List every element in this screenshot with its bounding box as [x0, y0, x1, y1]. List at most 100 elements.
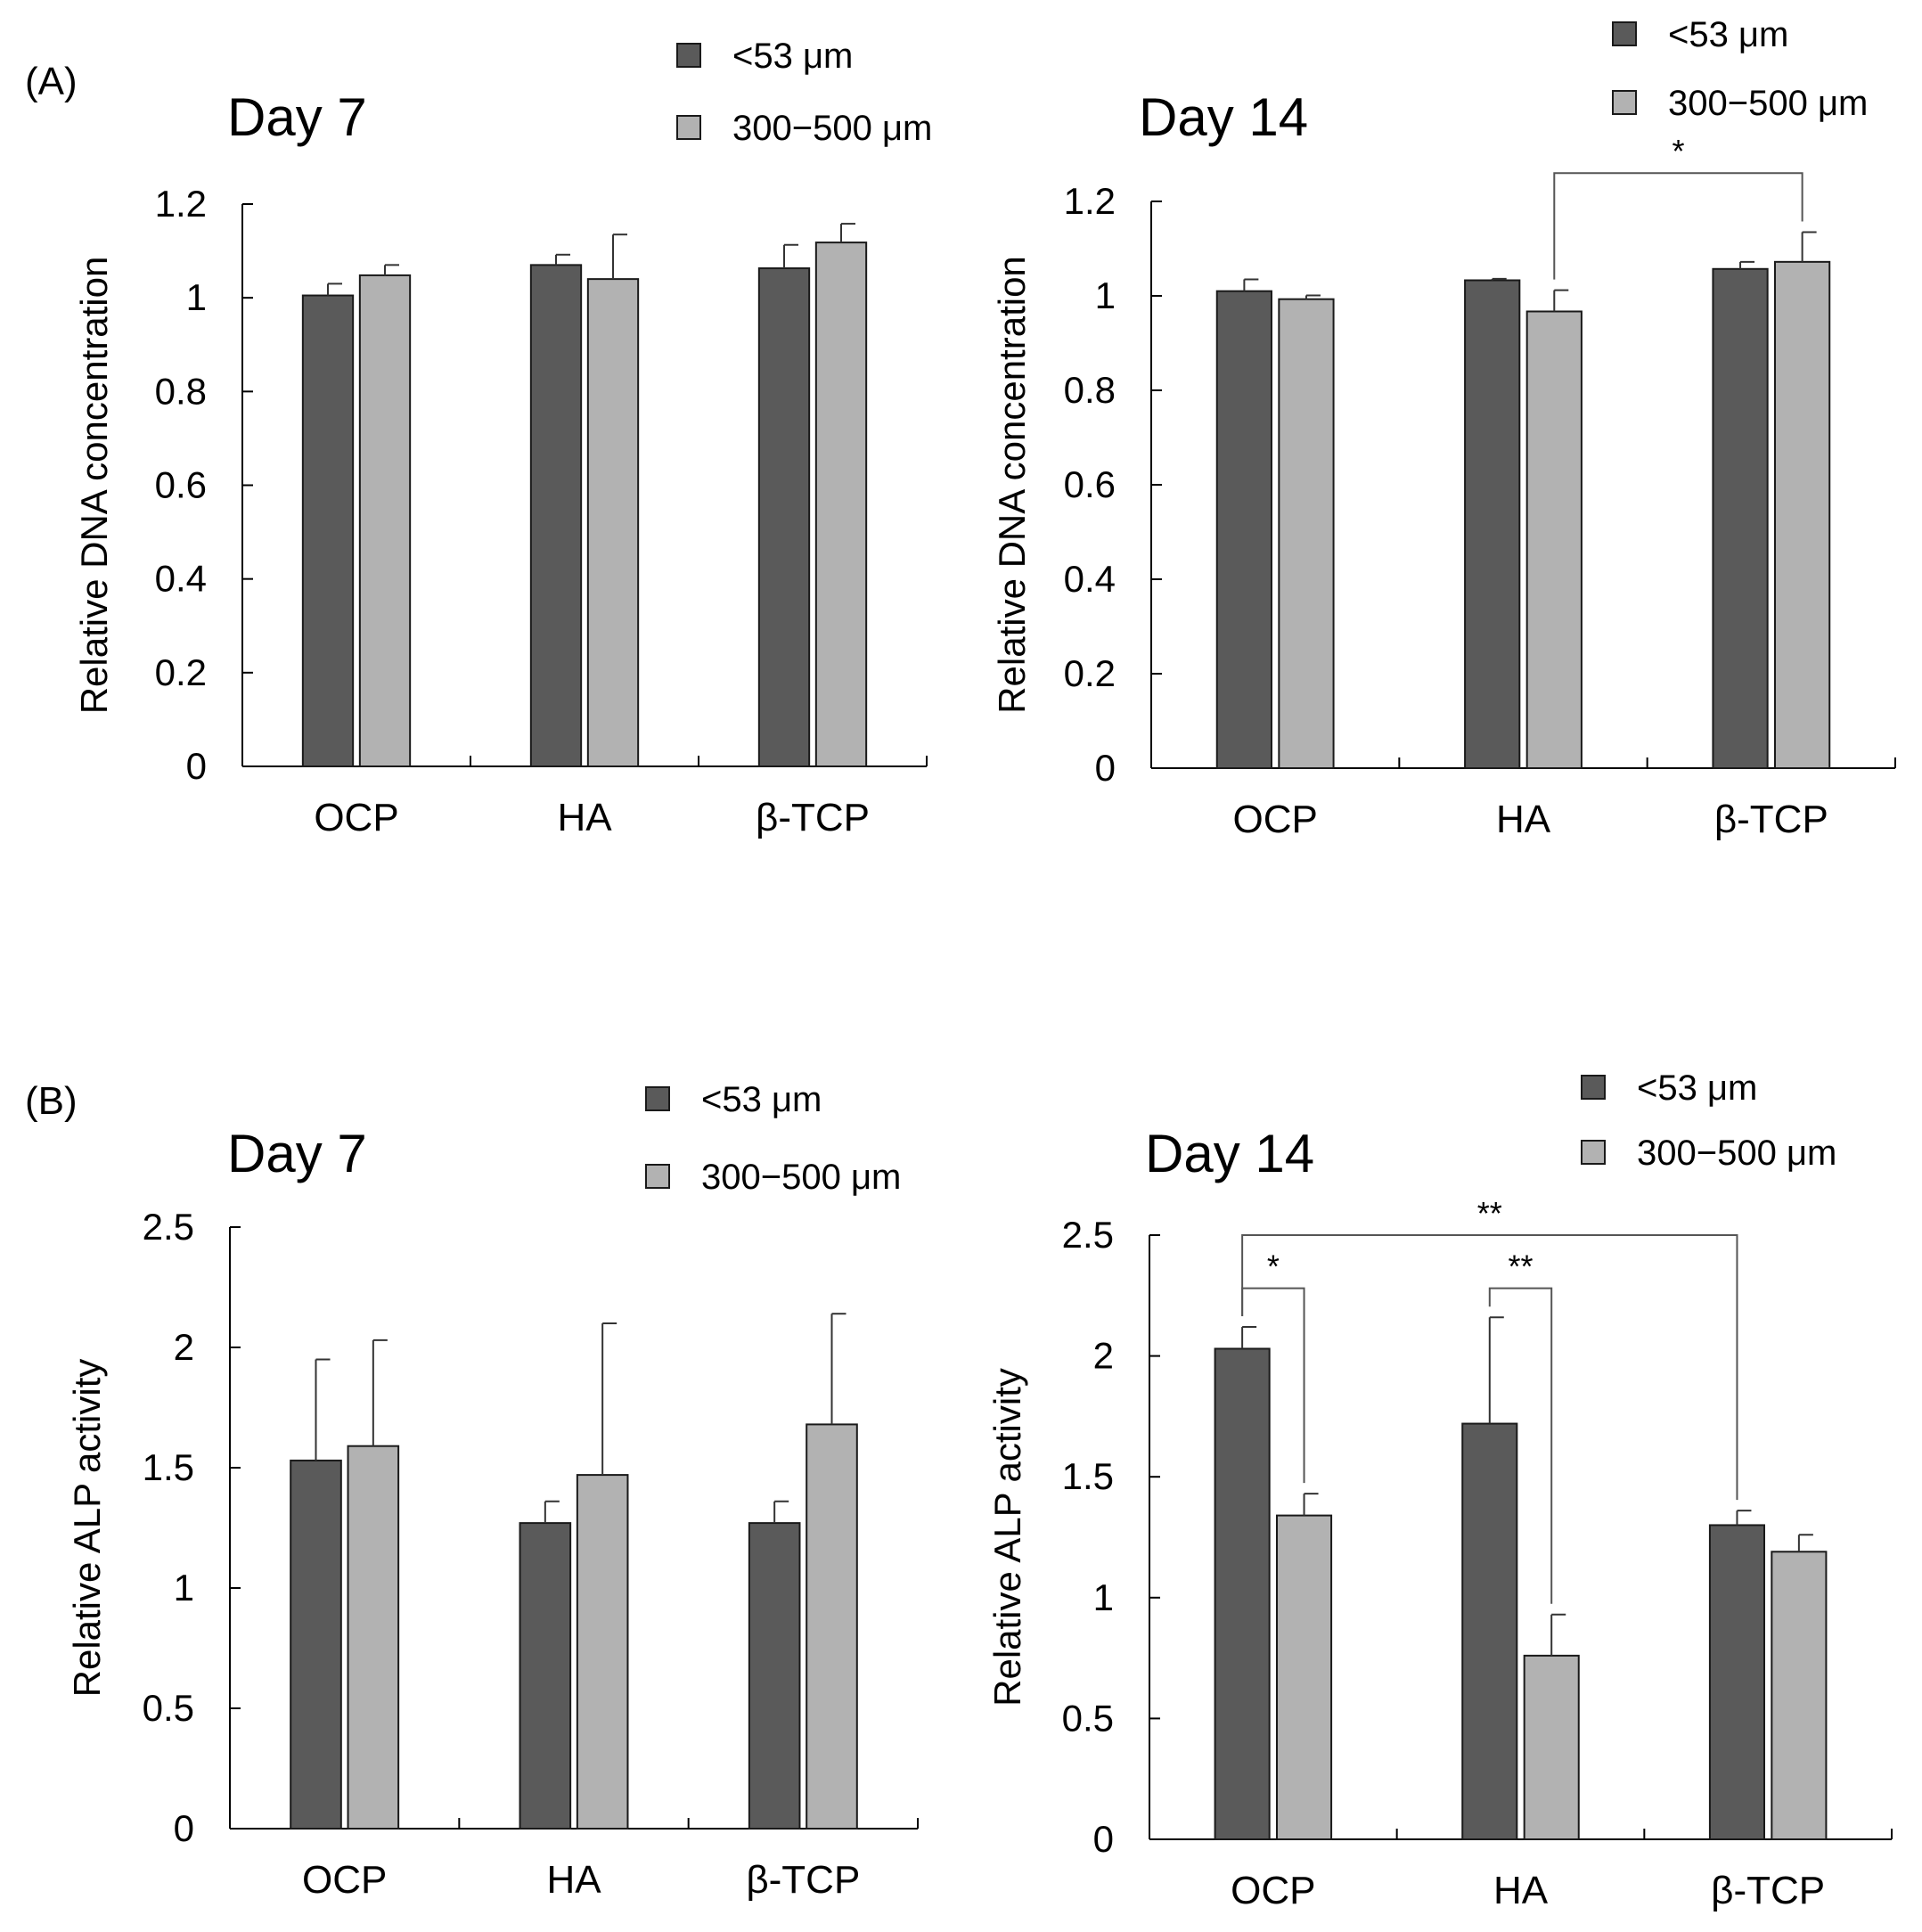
bar — [576, 1474, 629, 1830]
bar — [1275, 1514, 1333, 1841]
y-tick-label: 1.2 — [155, 183, 207, 225]
bar — [1215, 290, 1272, 769]
bar — [347, 1445, 400, 1830]
chart-2: Day 14 Relative DNA concentration 0 0.2 0.4 0… — [991, 15, 1896, 841]
y-tick-label: 1 — [1093, 1576, 1114, 1618]
y-tick-label: 0.5 — [143, 1687, 194, 1729]
y-tick-label: 1 — [174, 1567, 194, 1609]
significance-label: ** — [1508, 1248, 1533, 1285]
x-tick-label: HA — [546, 1858, 601, 1902]
x-tick-label: OCP — [1231, 1869, 1315, 1912]
legend-label: <53 μm — [1668, 15, 1788, 54]
y-tick-label: 1.2 — [1064, 180, 1116, 222]
x-tick-label: β-TCP — [746, 1858, 860, 1902]
y-tick-label: 0.2 — [155, 651, 207, 693]
bar — [1278, 298, 1335, 769]
chart-title: Day 14 — [1145, 1124, 1314, 1183]
legend-label: 300−500 μm — [701, 1158, 901, 1197]
bar — [1771, 1551, 1828, 1840]
bar — [1461, 1422, 1518, 1840]
y-tick-label: 0 — [1093, 1818, 1114, 1860]
y-axis-label: Relative DNA concentration — [73, 257, 115, 715]
legend-label: <53 μm — [701, 1080, 822, 1119]
bar — [1774, 260, 1831, 769]
bar — [358, 274, 412, 767]
x-tick-label: HA — [557, 796, 612, 839]
legend-swatch — [1581, 1075, 1606, 1100]
y-tick-label: 0.8 — [1064, 369, 1116, 411]
significance-bracket — [1488, 1287, 1553, 1604]
y-tick-label: 1 — [186, 276, 207, 318]
x-tick-label: β-TCP — [1714, 798, 1828, 841]
y-tick-label: 1.5 — [143, 1446, 194, 1488]
y-tick-label: 2 — [174, 1326, 194, 1368]
bar — [1523, 1654, 1580, 1840]
chart-title: Day 14 — [1139, 87, 1308, 147]
legend-label: <53 μm — [1637, 1068, 1757, 1108]
chart-1: Day 7 Relative DNA concentration 0 0.2 0.4 0.… — [73, 37, 932, 839]
bar — [1712, 267, 1769, 770]
chart-4: Day 14 Relative ALP activity 0 0.5 1 1.5 2 2.5 O… — [986, 1068, 1893, 1912]
y-tick-label: 2.5 — [143, 1206, 194, 1248]
legend-label: 300−500 μm — [732, 109, 932, 148]
panel-label-b: (B) — [25, 1079, 78, 1123]
y-tick-label: 0.6 — [155, 464, 207, 506]
bar — [586, 278, 640, 767]
bar — [519, 1522, 572, 1830]
bar — [757, 267, 811, 767]
legend-label: 300−500 μm — [1668, 84, 1868, 123]
x-tick-label: β-TCP — [1711, 1869, 1825, 1912]
legend-swatch — [1612, 21, 1637, 46]
significance-bracket — [1553, 172, 1803, 280]
legend-swatch — [676, 115, 701, 140]
y-tick-label: 2 — [1093, 1335, 1114, 1377]
bar — [748, 1522, 801, 1830]
y-axis-label: Relative ALP activity — [66, 1359, 108, 1698]
legend-label: <53 μm — [732, 37, 853, 76]
legend-swatch — [1581, 1140, 1606, 1165]
legend-swatch — [676, 43, 701, 68]
bar — [814, 242, 868, 767]
legend-swatch — [645, 1164, 670, 1189]
y-tick-label: 1 — [1095, 274, 1116, 316]
y-axis-label: Relative ALP activity — [986, 1368, 1028, 1707]
significance-bracket — [1241, 1287, 1305, 1484]
chart-title: Day 7 — [227, 1124, 367, 1183]
bar — [1464, 279, 1521, 769]
y-tick-label: 0.5 — [1062, 1697, 1114, 1739]
y-tick-label: 2.5 — [1062, 1214, 1114, 1256]
significance-label: ** — [1477, 1195, 1502, 1232]
y-tick-label: 0.4 — [155, 558, 207, 600]
bar — [1708, 1524, 1766, 1840]
legend-label: 300−500 μm — [1637, 1134, 1836, 1173]
bar — [301, 294, 355, 768]
chart-title: Day 7 — [227, 87, 367, 147]
panel-label-a: (A) — [25, 60, 78, 103]
x-tick-label: β-TCP — [756, 796, 870, 839]
y-tick-label: 0 — [1095, 747, 1116, 789]
bar — [806, 1423, 858, 1830]
significance-label: * — [1672, 133, 1684, 169]
legend-swatch — [1612, 90, 1637, 115]
y-tick-label: 1.5 — [1062, 1455, 1114, 1497]
legend-swatch — [645, 1086, 670, 1111]
x-tick-label: OCP — [302, 1858, 387, 1902]
y-tick-label: 0.2 — [1064, 652, 1116, 694]
y-axis-label: Relative DNA concentration — [991, 256, 1033, 714]
charts-group: Day 7 Relative DNA concentration 0 0.2 0.4 0.… — [66, 15, 1896, 1912]
bar — [1525, 310, 1583, 769]
x-tick-label: OCP — [314, 796, 398, 839]
y-tick-label: 0.6 — [1064, 463, 1116, 505]
significance-bracket — [1241, 1234, 1738, 1501]
y-tick-label: 0.4 — [1064, 558, 1116, 600]
bar — [290, 1459, 342, 1830]
bar — [1214, 1347, 1271, 1840]
x-tick-label: HA — [1496, 798, 1551, 841]
y-tick-label: 0 — [174, 1807, 194, 1849]
bar — [529, 264, 583, 767]
y-tick-label: 0.8 — [155, 370, 207, 412]
y-tick-label: 0 — [186, 745, 207, 787]
x-tick-label: OCP — [1232, 798, 1317, 841]
chart-3: Day 7 Relative ALP activity 0 0.5 1 1.5 2 2.5 OC… — [66, 1080, 919, 1902]
